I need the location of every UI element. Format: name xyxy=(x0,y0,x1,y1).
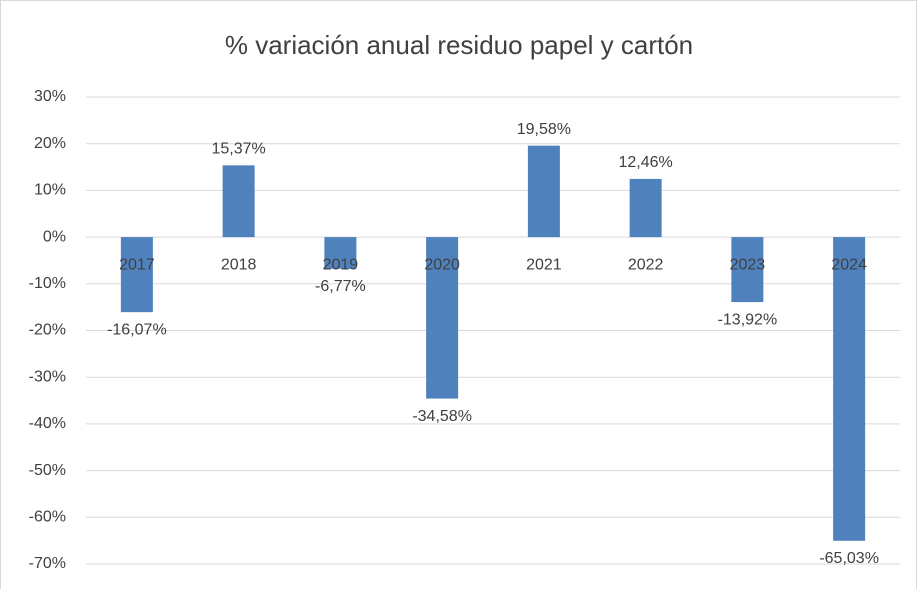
data-label: -6,77% xyxy=(315,278,366,295)
bar xyxy=(629,178,662,238)
data-label: 19,58% xyxy=(517,121,571,138)
y-tick-label: -70% xyxy=(29,555,66,572)
data-label: -34,58% xyxy=(412,408,472,425)
x-tick-label: 2024 xyxy=(831,256,867,273)
bar xyxy=(120,237,153,313)
y-tick-label: -10% xyxy=(29,275,66,292)
bar xyxy=(222,165,255,238)
y-tick-label: -20% xyxy=(29,322,66,339)
x-tick-label: 2017 xyxy=(119,256,155,273)
y-tick-label: -60% xyxy=(29,509,66,526)
x-tick-label: 2023 xyxy=(730,256,766,273)
x-tick-label: 2021 xyxy=(526,256,562,273)
x-tick-label: 2020 xyxy=(424,256,460,273)
data-label: 15,37% xyxy=(211,141,265,158)
data-label: -16,07% xyxy=(107,321,167,338)
x-tick-label: 2022 xyxy=(628,256,664,273)
y-tick-label: 10% xyxy=(34,182,66,199)
x-tick-label: 2019 xyxy=(323,256,359,273)
y-tick-label: 0% xyxy=(43,228,66,245)
y-tick-label: -40% xyxy=(29,415,66,432)
data-label: -13,92% xyxy=(718,311,778,328)
bar xyxy=(324,237,357,269)
y-tick-label: -50% xyxy=(29,462,66,479)
bar xyxy=(731,237,764,303)
y-tick-label: 30% xyxy=(34,88,66,105)
bar xyxy=(426,237,459,399)
y-tick-label: -30% xyxy=(29,368,66,385)
y-tick-label: 20% xyxy=(34,135,66,152)
bar xyxy=(833,237,866,541)
x-tick-label: 2018 xyxy=(221,256,257,273)
bar xyxy=(527,145,560,238)
data-label: 12,46% xyxy=(618,154,672,171)
data-label: -65,03% xyxy=(819,550,879,567)
chart-title: % variación anual residuo papel y cartón xyxy=(225,30,693,60)
